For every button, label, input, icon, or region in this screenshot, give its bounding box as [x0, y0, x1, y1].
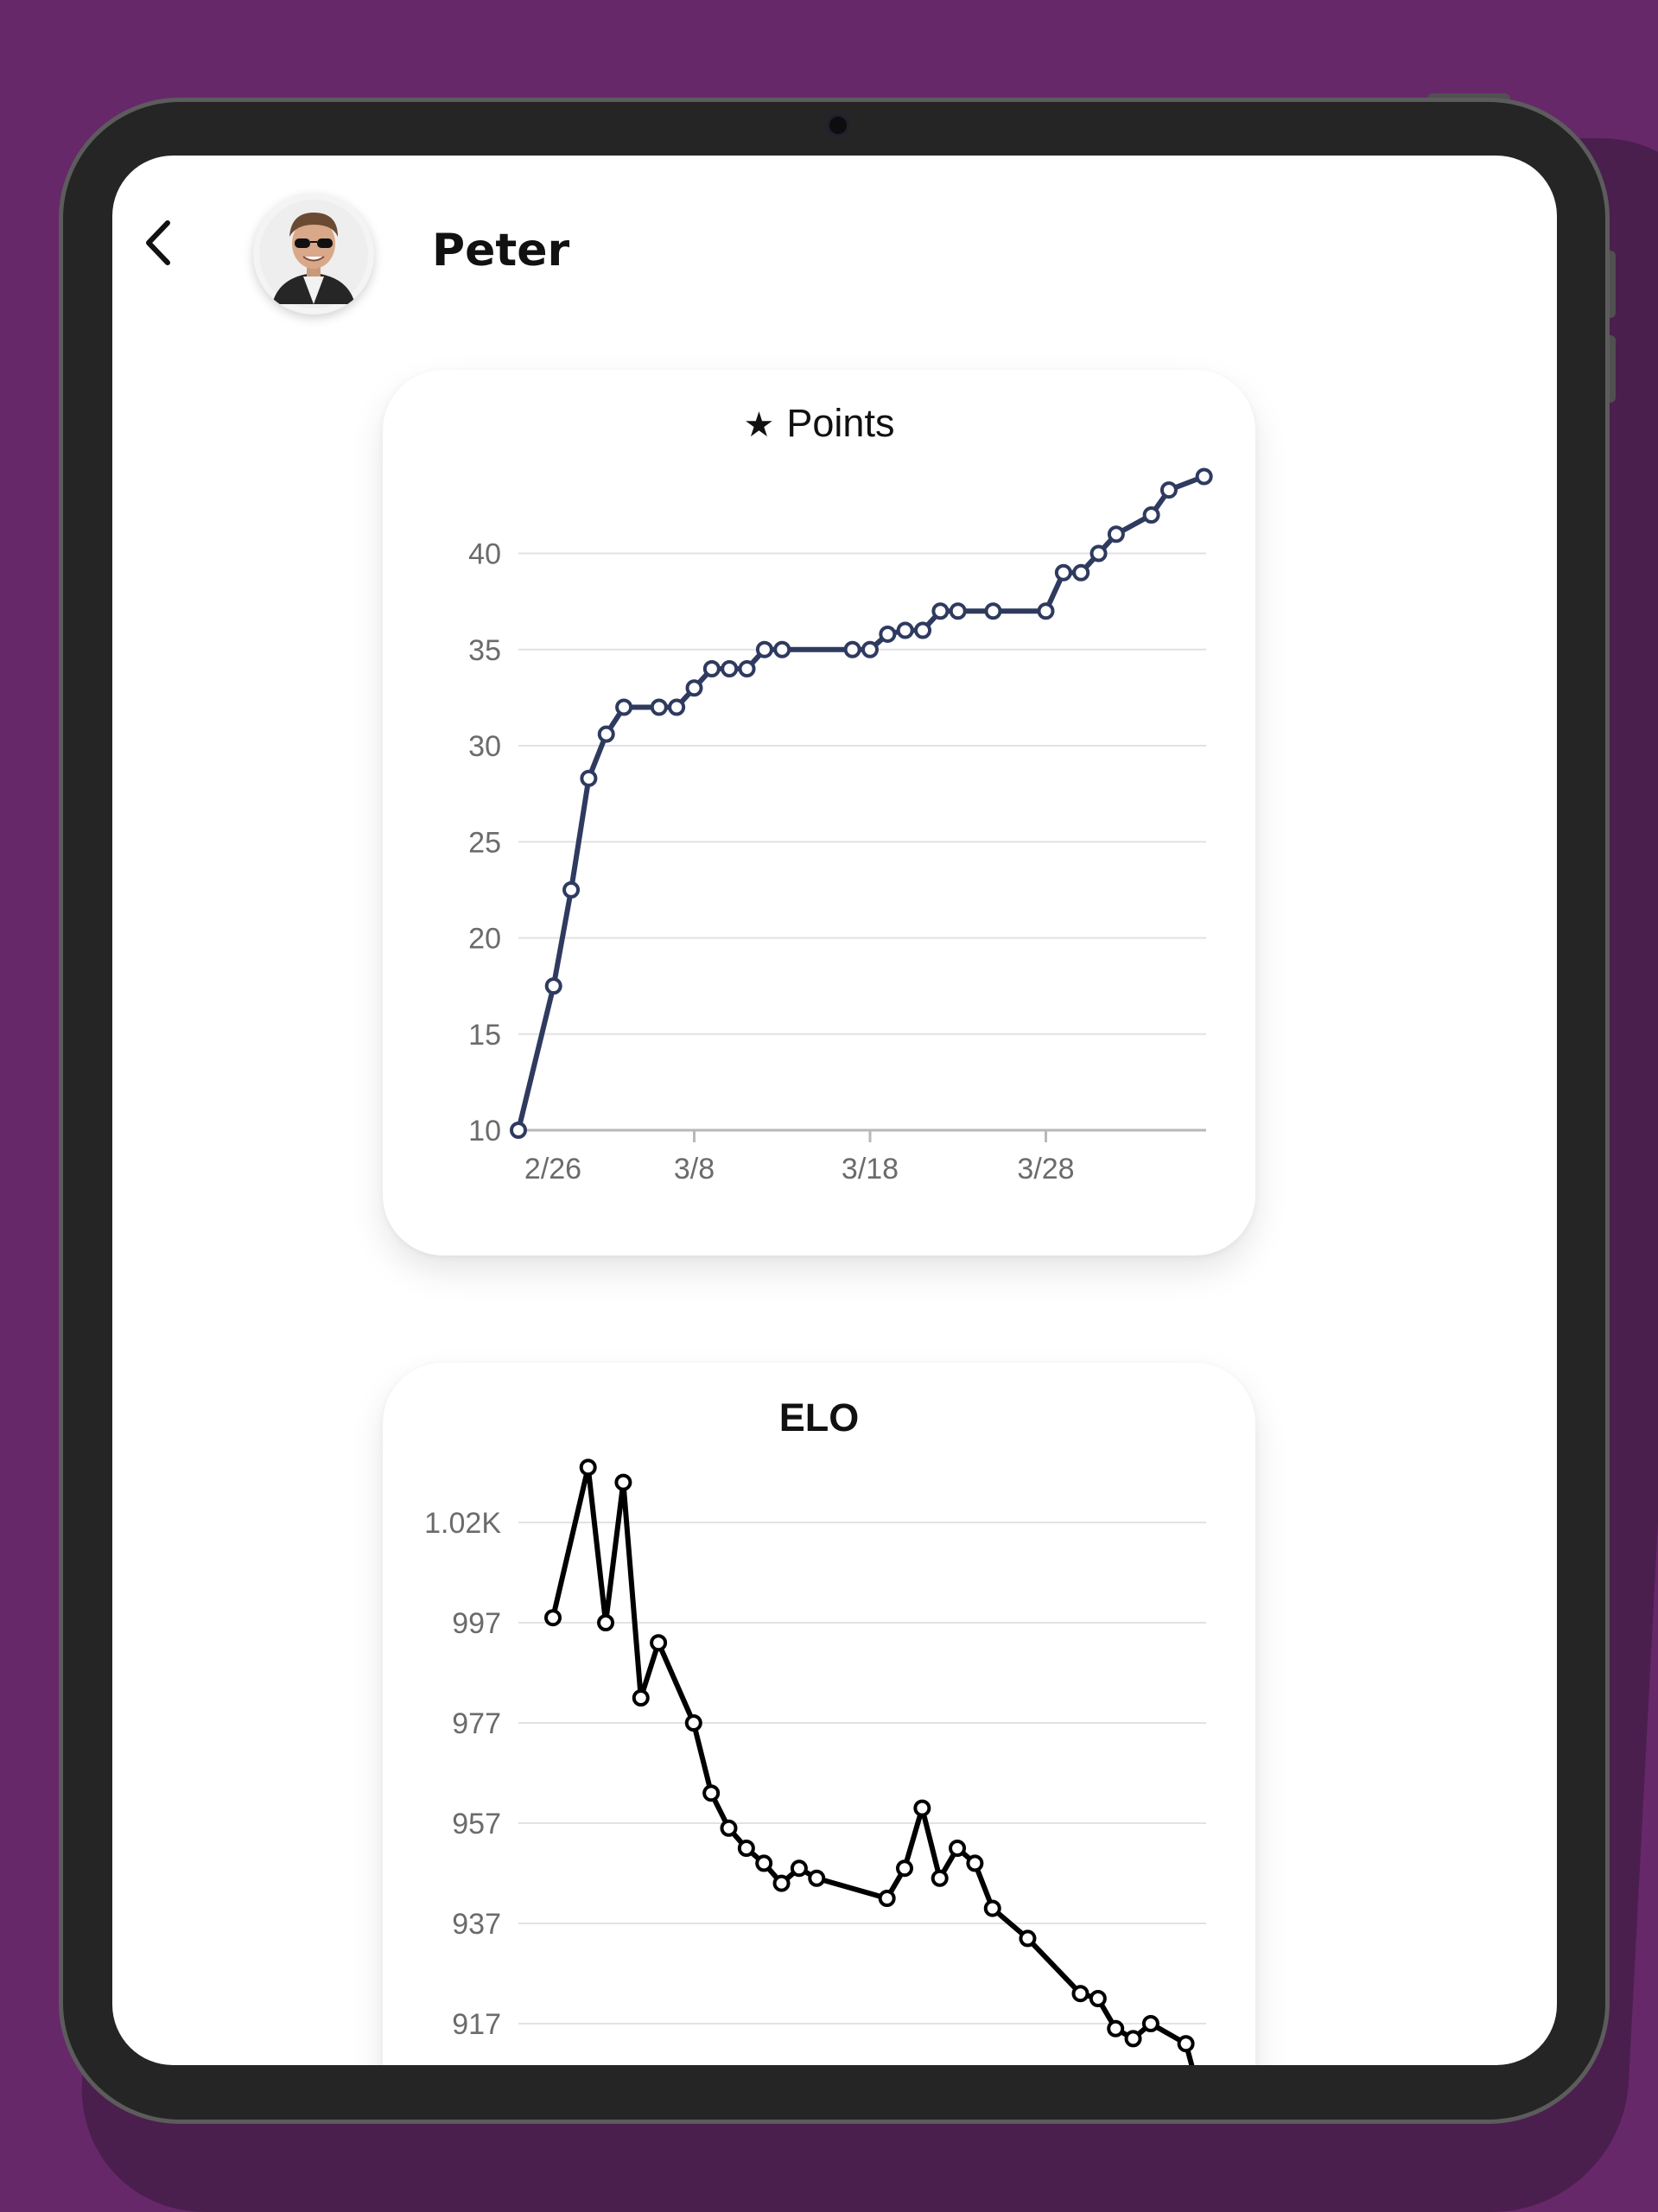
- points-data-point: [510, 1122, 527, 1139]
- elo-data-point: [1177, 2035, 1195, 2053]
- points-data-point: [668, 698, 686, 716]
- points-data-point: [685, 679, 703, 697]
- elo-data-point: [1071, 1985, 1089, 2003]
- points-y-tick-label: 20: [468, 923, 501, 956]
- elo-data-point: [949, 1840, 967, 1857]
- points-y-tick-label: 40: [468, 538, 501, 571]
- chevron-left-icon: [146, 220, 170, 265]
- points-data-point: [896, 621, 914, 639]
- points-data-point: [738, 660, 756, 677]
- points-data-point: [861, 640, 879, 658]
- back-button[interactable]: [131, 214, 188, 271]
- user-avatar-icon: [259, 200, 368, 308]
- front-camera: [827, 114, 849, 137]
- elo-data-point: [737, 1840, 755, 1857]
- points-data-point: [1195, 467, 1213, 486]
- elo-chart: 1.02K 997 977 957 937 917: [424, 1459, 1206, 2065]
- points-chart: 10 15 20 25 30 35 40 2/26 3/8 3/18 3/28: [468, 467, 1213, 1185]
- elo-data-point: [650, 1634, 668, 1652]
- points-data-point: [879, 625, 897, 643]
- points-data-point: [544, 977, 562, 995]
- points-chart-title: ★ Points: [383, 401, 1255, 446]
- points-x-tick-label: 3/8: [674, 1153, 715, 1185]
- elo-y-tick-label: 1.02K: [424, 1507, 501, 1540]
- points-x-tick-label: 3/18: [842, 1153, 899, 1185]
- points-data-point: [984, 602, 1002, 620]
- points-y-tick-label: 35: [468, 634, 501, 667]
- points-chart-card: ★ Points 10 15 20 25 30 35 40 2/26 3/8 3/18 3/28: [383, 370, 1255, 1255]
- elo-data-point: [1107, 2019, 1125, 2037]
- points-data-point: [843, 640, 861, 658]
- points-data-point: [1072, 563, 1090, 582]
- app-screen: Peter ★ Points 10 15 20 25 30 35 40 2/26 3/8 3/18 3…: [112, 156, 1557, 2065]
- points-data-point: [702, 660, 721, 677]
- points-data-point: [615, 698, 633, 716]
- points-y-tick-label: 10: [468, 1115, 501, 1147]
- elo-chart-title: ELO: [778, 1395, 860, 1440]
- elo-series-line: [550, 1465, 1195, 2065]
- elo-data-point: [878, 1890, 896, 1907]
- points-x-tick-label: 2/26: [524, 1153, 581, 1185]
- elo-data-point: [702, 1784, 721, 1802]
- elo-y-tick-label: 977: [452, 1707, 501, 1740]
- points-data-point: [914, 621, 932, 639]
- elo-chart-card: ELO 1.02K 997 977 957 937 917: [383, 1363, 1255, 2065]
- elo-data-point: [966, 1854, 984, 1872]
- points-data-point: [1107, 525, 1125, 543]
- elo-data-point: [720, 1819, 738, 1837]
- points-data-point: [1159, 481, 1178, 499]
- points-y-tick-label: 15: [468, 1019, 501, 1052]
- points-x-tick-label: 3/28: [1017, 1153, 1074, 1185]
- elo-data-point: [1089, 1990, 1107, 2007]
- elo-data-point: [896, 1859, 913, 1878]
- elo-data-point: [983, 1899, 1001, 1917]
- elo-y-tick-label: 937: [452, 1908, 501, 1941]
- points-data-point: [721, 660, 739, 677]
- elo-data-point: [772, 1874, 791, 1892]
- elo-data-point: [684, 1714, 702, 1732]
- elo-y-tick-label: 997: [452, 1607, 501, 1640]
- elo-data-point: [1124, 2030, 1142, 2048]
- points-data-point: [650, 698, 668, 716]
- elo-data-point: [913, 1799, 931, 1817]
- points-data-point: [597, 725, 615, 743]
- points-data-point: [1142, 506, 1160, 524]
- avatar[interactable]: [253, 194, 374, 315]
- points-series-line: [516, 474, 1205, 1131]
- elo-y-tick-label: 917: [452, 2008, 501, 2041]
- points-data-point: [773, 640, 791, 658]
- points-data-point: [580, 769, 598, 787]
- star-icon: ★: [743, 406, 775, 444]
- elo-data-point: [808, 1869, 826, 1887]
- points-title-label: Points: [786, 401, 895, 445]
- elo-data-point: [579, 1459, 597, 1477]
- points-data-point: [1089, 544, 1108, 563]
- elo-data-point: [597, 1614, 615, 1631]
- elo-data-point: [614, 1473, 632, 1491]
- elo-data-point: [931, 1869, 949, 1887]
- points-data-point: [949, 602, 967, 620]
- elo-data-point: [544, 1609, 562, 1627]
- elo-data-point: [755, 1854, 773, 1872]
- points-data-point: [1037, 602, 1055, 620]
- elo-data-point: [1019, 1929, 1037, 1948]
- points-data-point: [755, 640, 773, 658]
- points-data-point: [931, 602, 950, 620]
- points-data-point: [1054, 563, 1072, 582]
- elo-data-point: [1141, 2015, 1159, 2032]
- points-data-point: [562, 880, 581, 899]
- elo-data-point: [632, 1689, 650, 1707]
- elo-y-tick-label: 957: [452, 1808, 501, 1840]
- points-y-tick-label: 30: [468, 730, 501, 763]
- points-y-tick-label: 25: [468, 826, 501, 859]
- user-name: Peter: [432, 225, 570, 276]
- elo-data-point: [790, 1859, 808, 1878]
